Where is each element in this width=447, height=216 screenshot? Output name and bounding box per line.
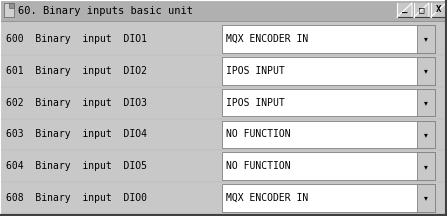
Bar — [222, 89, 435, 116]
Text: ▾: ▾ — [424, 98, 428, 107]
Bar — [417, 152, 435, 180]
Text: NO FUNCTION: NO FUNCTION — [226, 161, 291, 171]
Text: 603  Binary  input  DIO4: 603 Binary input DIO4 — [6, 129, 147, 139]
Text: ▾: ▾ — [424, 34, 428, 43]
Bar — [222, 184, 435, 212]
Bar — [9, 3, 14, 8]
Bar — [417, 121, 435, 148]
Text: _: _ — [402, 5, 407, 14]
Text: X: X — [436, 5, 441, 14]
Bar — [1, 21, 446, 215]
Bar — [417, 89, 435, 116]
Bar — [431, 3, 446, 17]
Bar — [417, 184, 435, 212]
Bar — [397, 3, 412, 17]
Bar — [4, 3, 14, 17]
Text: MQX ENCODER IN: MQX ENCODER IN — [226, 34, 308, 44]
Text: NO FUNCTION: NO FUNCTION — [226, 129, 291, 139]
Bar — [222, 25, 435, 53]
Text: 608  Binary  input  DIO0: 608 Binary input DIO0 — [6, 193, 147, 203]
Bar — [414, 3, 429, 17]
Text: ▾: ▾ — [424, 194, 428, 203]
Text: 601  Binary  input  DIO2: 601 Binary input DIO2 — [6, 66, 147, 76]
Text: MQX ENCODER IN: MQX ENCODER IN — [226, 193, 308, 203]
Text: 602  Binary  input  DIO3: 602 Binary input DIO3 — [6, 98, 147, 108]
Bar — [222, 57, 435, 85]
Bar — [417, 25, 435, 53]
Text: 604  Binary  input  DIO5: 604 Binary input DIO5 — [6, 161, 147, 171]
Text: □: □ — [419, 5, 424, 14]
Bar — [1, 1, 446, 21]
Text: ▾: ▾ — [424, 130, 428, 139]
Text: ▾: ▾ — [424, 66, 428, 75]
Bar — [222, 121, 435, 148]
Text: IPOS INPUT: IPOS INPUT — [226, 66, 285, 76]
Text: IPOS INPUT: IPOS INPUT — [226, 98, 285, 108]
Text: 60. Binary inputs basic unit: 60. Binary inputs basic unit — [18, 6, 193, 16]
Bar — [222, 152, 435, 180]
Text: ▾: ▾ — [424, 162, 428, 171]
Text: 600  Binary  input  DIO1: 600 Binary input DIO1 — [6, 34, 147, 44]
Bar — [417, 57, 435, 85]
